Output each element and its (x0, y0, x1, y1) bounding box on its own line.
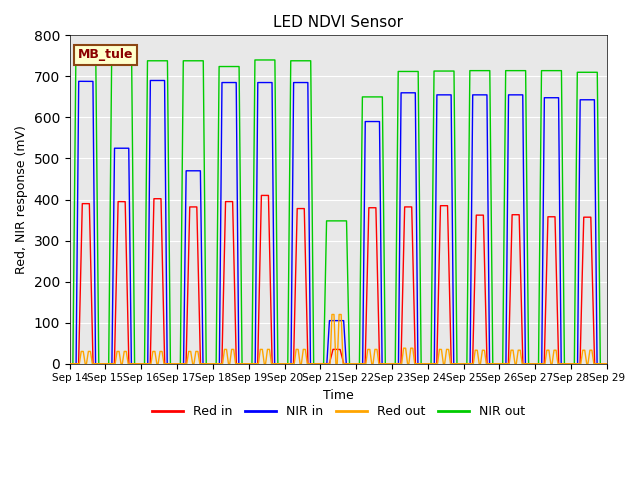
Title: LED NDVI Sensor: LED NDVI Sensor (273, 15, 403, 30)
Y-axis label: Red, NIR response (mV): Red, NIR response (mV) (15, 125, 28, 274)
Text: MB_tule: MB_tule (77, 48, 133, 61)
X-axis label: Time: Time (323, 389, 354, 402)
Legend: Red in, NIR in, Red out, NIR out: Red in, NIR in, Red out, NIR out (147, 400, 530, 423)
